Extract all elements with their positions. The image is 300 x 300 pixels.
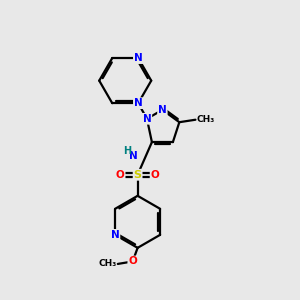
Text: O: O (116, 170, 125, 180)
Text: O: O (151, 170, 159, 180)
Text: N: N (111, 230, 119, 240)
Text: N: N (129, 151, 138, 161)
Text: N: N (142, 114, 151, 124)
Text: N: N (134, 98, 142, 108)
Text: O: O (128, 256, 137, 266)
Text: N: N (158, 105, 167, 115)
Text: H: H (123, 146, 131, 156)
Text: CH₃: CH₃ (197, 115, 215, 124)
Text: N: N (134, 53, 142, 63)
Text: CH₃: CH₃ (98, 260, 117, 268)
Text: S: S (134, 170, 142, 180)
